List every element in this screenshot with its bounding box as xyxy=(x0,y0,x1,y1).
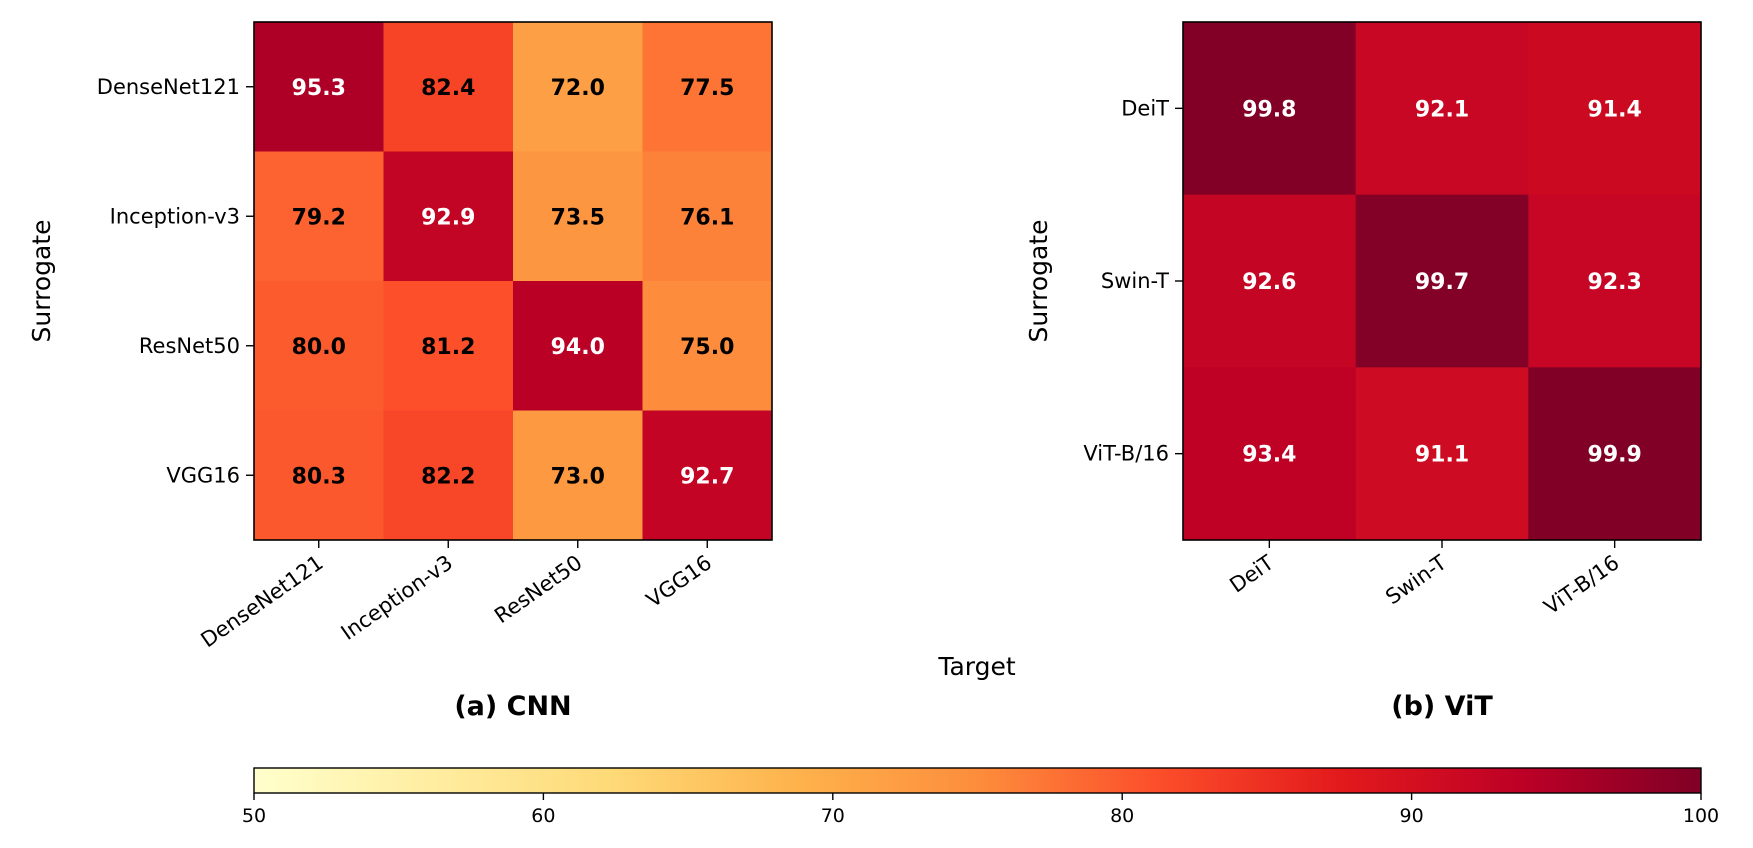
cnn-cell-label: 92.7 xyxy=(680,464,734,489)
vit-xtick-label: Swin-T xyxy=(1381,550,1451,609)
cnn-cell-label: 73.5 xyxy=(551,205,605,230)
cnn-cell xyxy=(254,151,384,282)
cnn-cell xyxy=(642,281,773,411)
cnn-ytick-label: DenseNet121 xyxy=(97,75,240,99)
vit-ylabel: Surrogate xyxy=(1024,220,1053,343)
vit-cell-label: 92.3 xyxy=(1588,270,1642,295)
vit-cell-label: 99.7 xyxy=(1415,270,1469,295)
vit-cell xyxy=(1183,194,1357,368)
cnn-cell-label: 94.0 xyxy=(551,335,605,360)
cnn-ytick-label: ResNet50 xyxy=(139,334,240,358)
cnn-heatmap-frame xyxy=(253,21,773,541)
cnn-cell-label: 80.3 xyxy=(292,464,346,489)
vit-cell xyxy=(1355,22,1529,196)
vit-cell-label: 99.8 xyxy=(1242,97,1296,122)
cnn-cell xyxy=(513,281,643,411)
cnn-cell xyxy=(642,151,773,282)
cnn-xtick-label: DenseNet121 xyxy=(197,550,328,652)
vit-cell-label: 93.4 xyxy=(1242,443,1296,468)
vit-cell xyxy=(1183,22,1357,196)
colorbar-tick-label: 60 xyxy=(531,805,555,827)
cnn-cell-label: 75.0 xyxy=(680,335,734,360)
vit-cell xyxy=(1355,367,1529,541)
cnn-cell-label: 92.9 xyxy=(421,205,475,230)
cnn-xtick-label: Inception-v3 xyxy=(337,550,458,644)
vit-cell xyxy=(1528,194,1702,368)
vit-heatmap: 99.8 92.1 91.4 92.6 99.7 92.3 93.4 91.1 99.9 Dei… xyxy=(1024,21,1702,722)
colorbar-tick-label: 50 xyxy=(242,805,266,827)
vit-xtick-label: DeiT xyxy=(1225,550,1278,597)
cnn-cell-label: 72.0 xyxy=(551,76,605,101)
cnn-cell xyxy=(642,22,773,152)
vit-ytick-label: DeiT xyxy=(1121,96,1169,120)
cnn-cell xyxy=(254,281,384,411)
cnn-heatmap: 95.3 82.4 72.0 77.5 79.2 92.9 73.5 76.1 80.0 81.2… xyxy=(27,21,773,722)
cnn-cell-label: 82.2 xyxy=(421,464,475,489)
cnn-cell xyxy=(513,151,643,282)
vit-cell-label: 99.9 xyxy=(1588,443,1642,468)
cnn-cell-label: 79.2 xyxy=(292,205,346,230)
cnn-cell xyxy=(642,410,773,541)
cnn-cell-label: 76.1 xyxy=(680,205,734,230)
cnn-cell xyxy=(254,410,384,541)
vit-cell-label: 91.4 xyxy=(1588,97,1642,122)
cnn-cell xyxy=(383,151,514,282)
vit-panel-title: (b) ViT xyxy=(1391,691,1493,722)
cnn-cell xyxy=(383,22,514,152)
cnn-cell-label: 80.0 xyxy=(292,335,346,360)
cnn-ylabel: Surrogate xyxy=(27,220,56,343)
colorbar-tick-label: 90 xyxy=(1400,805,1424,827)
cnn-cell-label: 73.0 xyxy=(551,464,605,489)
cnn-cell xyxy=(383,281,514,411)
colorbar-tick-label: 80 xyxy=(1110,805,1134,827)
cnn-cell xyxy=(383,410,514,541)
colorbar-tick-label: 70 xyxy=(821,805,845,827)
cnn-cell xyxy=(513,410,643,541)
vit-xtick-label: ViT-B/16 xyxy=(1540,550,1624,619)
cnn-cell-label: 95.3 xyxy=(292,76,346,101)
cnn-cell-label: 82.4 xyxy=(421,76,475,101)
colorbar-gradient xyxy=(253,767,1702,794)
cnn-cell xyxy=(254,22,384,152)
colorbar-tick-label: 100 xyxy=(1683,805,1719,827)
vit-ytick-label: ViT-B/16 xyxy=(1083,442,1169,466)
vit-ytick-label: Swin-T xyxy=(1101,269,1169,293)
cnn-cell xyxy=(513,22,643,152)
shared-xlabel: Target xyxy=(937,652,1016,681)
cnn-cell-label: 77.5 xyxy=(680,76,734,101)
cnn-xtick-label: VGG16 xyxy=(642,550,716,612)
colorbar: 50 60 70 80 90 100 xyxy=(242,767,1719,827)
cnn-ytick-label: VGG16 xyxy=(166,463,240,487)
vit-cell-label: 92.1 xyxy=(1415,97,1469,122)
cnn-cell-label: 81.2 xyxy=(421,335,475,360)
vit-cell xyxy=(1355,194,1529,368)
vit-cell xyxy=(1528,22,1702,196)
cnn-panel-title: (a) CNN xyxy=(454,691,571,722)
cnn-xtick-label: ResNet50 xyxy=(490,550,587,628)
vit-cell-label: 91.1 xyxy=(1415,443,1469,468)
vit-cell-label: 92.6 xyxy=(1242,270,1296,295)
cnn-ytick-label: Inception-v3 xyxy=(110,204,240,228)
vit-cell xyxy=(1183,367,1357,541)
vit-cell xyxy=(1528,367,1702,541)
